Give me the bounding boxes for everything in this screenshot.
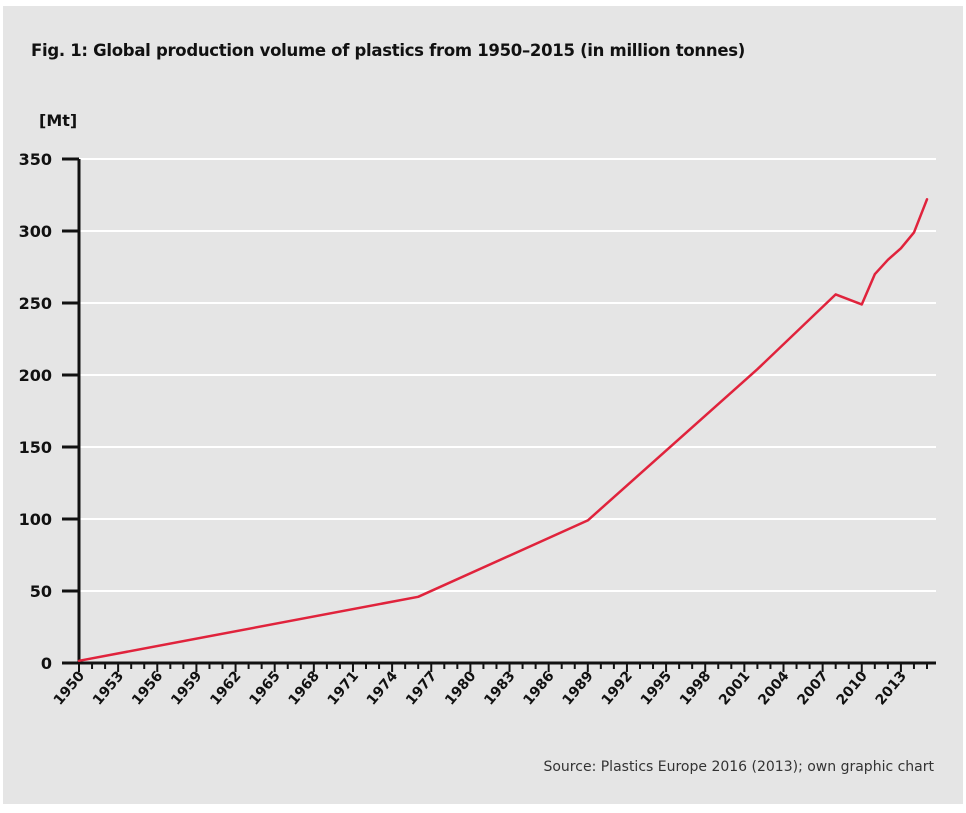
series-line xyxy=(77,198,929,663)
x-tick-label: 1983 xyxy=(481,668,518,708)
x-tick-label: 1956 xyxy=(129,668,166,708)
x-tick-label: 1962 xyxy=(207,668,244,708)
y-tick-label: 150 xyxy=(19,438,52,457)
x-tick-label: 2010 xyxy=(834,668,871,708)
gridlines xyxy=(79,158,936,592)
x-tick-label: 1974 xyxy=(364,668,401,708)
x-tick-labels: 1950 1953 1956 1959 1962 1965 1968 1971 1974 1977… xyxy=(51,668,910,708)
y-tick-label: 350 xyxy=(19,150,52,169)
y-tick-label: 50 xyxy=(30,582,52,601)
x-tick-label: 1965 xyxy=(246,668,283,708)
x-tick-label: 1992 xyxy=(599,668,636,708)
series-layer xyxy=(77,198,929,663)
x-tick-label: 2001 xyxy=(716,668,753,708)
x-tick-label: 1998 xyxy=(677,668,714,708)
y-tick-label: 300 xyxy=(19,222,52,241)
x-tick-label: 2013 xyxy=(873,668,910,708)
y-tick-label: 200 xyxy=(19,366,52,385)
chart-title: Fig. 1: Global production volume of plas… xyxy=(31,41,745,60)
y-tick-label: 100 xyxy=(19,510,52,529)
y-tick-label: 250 xyxy=(19,294,52,313)
y-tick-label: 0 xyxy=(41,654,52,673)
x-tick-label: 1989 xyxy=(560,668,597,708)
x-tick-label: 1977 xyxy=(403,668,440,708)
figure-panel xyxy=(3,6,963,804)
y-tick-labels: 0 50 100 150 200 250 300 350 xyxy=(19,150,52,673)
x-tick-label: 1953 xyxy=(90,668,127,708)
x-tick-label: 1995 xyxy=(638,668,675,708)
x-tick-label: 1986 xyxy=(520,668,557,708)
y-axis-label: [Mt] xyxy=(39,111,77,130)
axes xyxy=(62,157,936,672)
source-note: Source: Plastics Europe 2016 (2013); own… xyxy=(543,759,934,775)
x-tick-label: 2004 xyxy=(755,668,792,708)
x-tick-label: 1950 xyxy=(51,668,88,708)
x-tick-label: 1959 xyxy=(168,668,205,708)
x-tick-label: 2007 xyxy=(794,668,831,708)
x-tick-label: 1968 xyxy=(286,668,323,708)
x-tick-label: 1980 xyxy=(442,668,479,708)
x-tick-label: 1971 xyxy=(325,668,362,708)
